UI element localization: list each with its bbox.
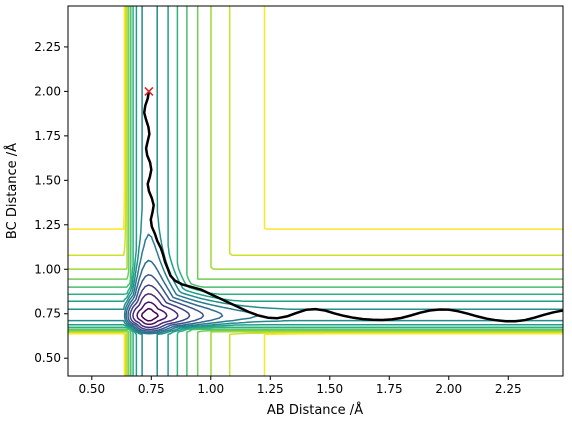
contour-lines (68, 6, 563, 376)
x-tick-label: 1.25 (257, 382, 284, 396)
trajectory (142, 91, 563, 323)
y-tick-label: 1.25 (34, 218, 61, 232)
x-tick-label: 1.50 (316, 382, 343, 396)
contour-line (129, 284, 191, 331)
x-tick-label: 0.75 (138, 382, 165, 396)
start-marker-layer (144, 86, 154, 96)
x-axis-label: AB Distance /Å (267, 402, 363, 418)
x-tick-label: 1.00 (197, 382, 224, 396)
x-tick-label: 1.75 (376, 382, 403, 396)
contour-line (132, 293, 179, 329)
y-axis-ticks: 0.50 0.75 1.00 1.25 1.50 1.75 2.00 2.25 (34, 40, 68, 365)
y-tick-label: 2.25 (34, 40, 61, 54)
x-axis-ticks: 0.50 0.75 1.00 1.25 1.50 1.75 2.00 2.25 (78, 376, 522, 396)
y-tick-label: 0.75 (34, 307, 61, 321)
x-tick-label: 2.25 (495, 382, 522, 396)
contour-line (68, 6, 563, 376)
y-tick-label: 0.50 (34, 351, 61, 365)
contour-line (68, 6, 563, 376)
x-tick-label: 0.50 (78, 382, 105, 396)
contour-line (68, 6, 563, 376)
y-tick-label: 1.00 (34, 262, 61, 276)
x-tick-label: 2.00 (435, 382, 462, 396)
contour-line (140, 307, 159, 322)
contour-line (127, 274, 205, 332)
y-tick-label: 1.50 (34, 173, 61, 187)
contour-line (68, 6, 563, 376)
start-marker (144, 86, 154, 96)
contour-line (136, 301, 168, 326)
y-axis-label: BC Distance /Å (4, 143, 20, 239)
trajectory-line (142, 91, 563, 323)
contour-line (125, 259, 224, 334)
y-tick-label: 2.00 (34, 84, 61, 98)
contour-line (68, 6, 563, 376)
contour-line (68, 6, 563, 376)
y-tick-label: 1.75 (34, 129, 61, 143)
plot-frame (67, 5, 564, 377)
contour-line (68, 6, 563, 376)
